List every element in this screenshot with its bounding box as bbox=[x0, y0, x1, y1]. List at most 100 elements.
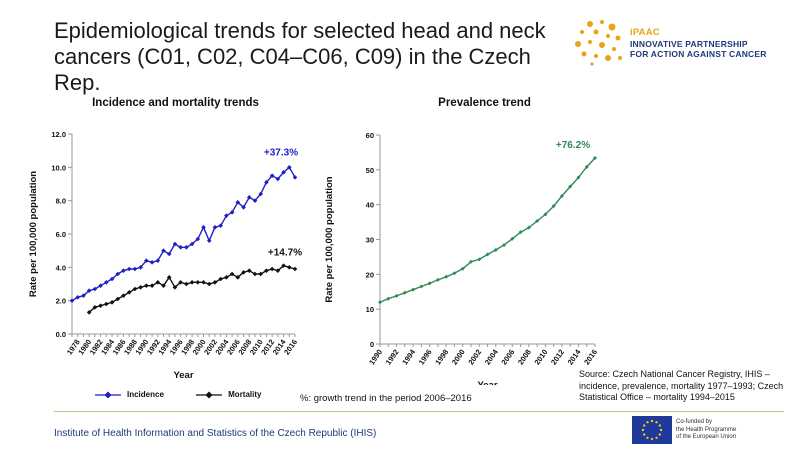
data-point bbox=[292, 266, 298, 272]
y-tick-label: 0.0 bbox=[56, 330, 66, 339]
x-tick-label: 2000 bbox=[450, 348, 467, 367]
data-point bbox=[468, 259, 473, 264]
data-point bbox=[138, 285, 143, 290]
data-point bbox=[394, 293, 399, 298]
data-point bbox=[195, 280, 201, 285]
data-point bbox=[132, 266, 138, 272]
growth-annotation: +76.2% bbox=[556, 140, 590, 151]
data-point bbox=[452, 271, 457, 276]
eu-line-3: of the European Union bbox=[676, 434, 737, 440]
data-point bbox=[386, 296, 391, 301]
data-point bbox=[252, 271, 258, 277]
data-point bbox=[576, 175, 581, 180]
data-point bbox=[212, 280, 218, 285]
x-tick-label: 2010 bbox=[533, 348, 550, 367]
data-point bbox=[132, 286, 138, 292]
ipaac-logo: iPAAC INNOVATIVE PARTNERSHIP FOR ACTION … bbox=[570, 18, 790, 78]
chart-legend: Incidence Mortality bbox=[95, 390, 291, 401]
y-tick-label: 20 bbox=[366, 270, 374, 279]
series-line-0 bbox=[71, 166, 296, 302]
x-tick-label: 1996 bbox=[417, 348, 434, 367]
data-point bbox=[189, 241, 195, 247]
data-point bbox=[81, 293, 86, 298]
x-tick-label: 2012 bbox=[549, 348, 566, 367]
x-tick-label: 2008 bbox=[516, 348, 533, 367]
data-point bbox=[502, 243, 507, 248]
data-point bbox=[149, 260, 155, 265]
slide-title: Epidemiological trends for selected head… bbox=[54, 18, 574, 96]
legend-mortality: Mortality bbox=[196, 390, 261, 399]
y-tick-label: 2.0 bbox=[56, 297, 66, 306]
y-tick-label: 40 bbox=[366, 201, 374, 210]
data-point bbox=[241, 270, 246, 275]
data-point bbox=[92, 305, 98, 310]
data-point bbox=[69, 298, 75, 303]
data-point bbox=[518, 230, 523, 235]
x-tick-label: 1992 bbox=[384, 348, 401, 367]
series-line-0 bbox=[379, 157, 596, 303]
data-point bbox=[264, 268, 269, 273]
data-point bbox=[229, 271, 235, 277]
data-point bbox=[444, 274, 449, 279]
chart-title: Prevalence trend bbox=[438, 97, 531, 109]
data-point bbox=[218, 223, 223, 228]
eu-cofunding: Co-funded by the Health Programme of the… bbox=[632, 416, 792, 446]
data-point bbox=[115, 296, 121, 302]
data-point bbox=[75, 295, 81, 300]
data-point bbox=[201, 280, 206, 285]
data-point bbox=[166, 275, 172, 280]
x-tick-label: 2016 bbox=[282, 338, 299, 357]
data-point bbox=[584, 165, 589, 170]
logo-line-1: INNOVATIVE PARTNERSHIP bbox=[630, 38, 748, 49]
data-point bbox=[166, 251, 172, 257]
x-tick-label: 2002 bbox=[466, 348, 483, 367]
data-point bbox=[402, 290, 407, 295]
data-point bbox=[275, 268, 281, 273]
legend-incidence-label: Incidence bbox=[127, 390, 164, 399]
data-point bbox=[161, 248, 166, 253]
data-point bbox=[109, 276, 115, 282]
data-point bbox=[269, 266, 275, 272]
legend-incidence: Incidence bbox=[95, 390, 164, 399]
data-point bbox=[172, 285, 178, 290]
data-point bbox=[427, 281, 432, 286]
data-point bbox=[378, 300, 382, 305]
x-tick-label: 1990 bbox=[367, 348, 384, 367]
data-point bbox=[510, 236, 515, 241]
data-point bbox=[246, 268, 252, 273]
y-tick-label: 8.0 bbox=[56, 197, 66, 206]
y-tick-label: 4.0 bbox=[56, 263, 66, 272]
data-point bbox=[161, 283, 166, 288]
title-line-2: cancers (C01, C02, C04–C06, C09) in the … bbox=[54, 44, 531, 95]
growth-note: %: growth trend in the period 2006–2016 bbox=[300, 393, 472, 404]
growth-annotation: +14.7% bbox=[268, 248, 302, 259]
x-tick-label: 1998 bbox=[433, 348, 450, 367]
y-tick-label: 10 bbox=[366, 305, 374, 314]
data-point bbox=[551, 204, 556, 209]
data-point bbox=[86, 288, 92, 293]
data-point bbox=[218, 276, 223, 282]
data-point bbox=[435, 277, 440, 282]
title-line-1: Epidemiological trends for selected head… bbox=[54, 18, 546, 43]
data-point bbox=[104, 301, 109, 307]
eu-text: Co-funded by the Health Programme of the… bbox=[676, 419, 736, 442]
y-tick-label: 10.0 bbox=[51, 163, 66, 172]
data-point bbox=[411, 287, 416, 292]
data-point bbox=[98, 303, 103, 308]
data-point bbox=[286, 265, 292, 270]
x-tick-label: 2016 bbox=[582, 348, 599, 367]
data-point bbox=[235, 200, 241, 205]
data-point bbox=[477, 257, 482, 262]
x-tick-label: 2006 bbox=[499, 348, 516, 367]
y-axis-label: Rate per 100,000 population bbox=[324, 176, 335, 302]
data-point bbox=[98, 283, 103, 288]
data-point bbox=[526, 225, 531, 230]
data-point bbox=[155, 280, 161, 285]
x-tick-label: 2004 bbox=[483, 347, 500, 367]
data-point bbox=[224, 275, 229, 280]
x-tick-label: 1994 bbox=[400, 347, 417, 367]
y-tick-label: 30 bbox=[366, 236, 374, 245]
data-point bbox=[172, 241, 178, 247]
data-point bbox=[212, 225, 218, 230]
